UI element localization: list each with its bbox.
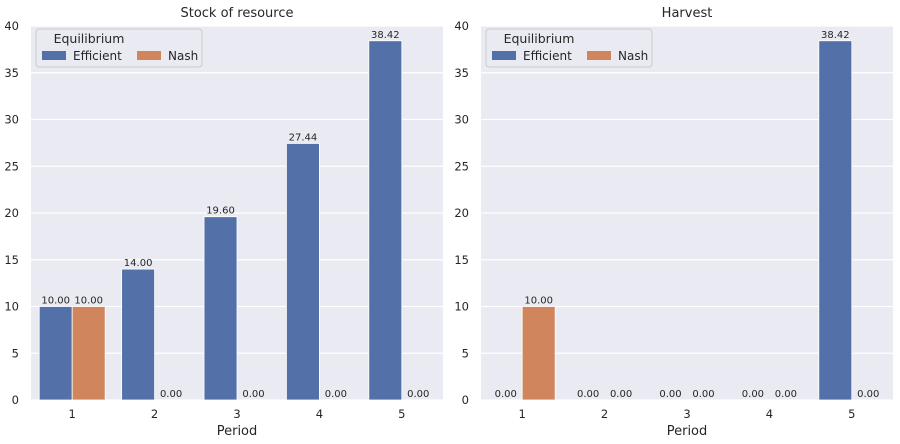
y-tick-label: 30 xyxy=(454,113,469,127)
x-tick-label: 3 xyxy=(233,407,240,421)
y-tick-label: 10 xyxy=(4,300,19,314)
bar-efficient xyxy=(38,306,73,401)
x-tick-label: 5 xyxy=(848,407,855,421)
bar-efficient xyxy=(121,268,155,401)
y-tick-label: 15 xyxy=(4,253,19,267)
legend: Equilibrium Efficient Nash xyxy=(485,28,653,68)
y-tick-label: 20 xyxy=(454,206,469,220)
y-tick-label: 0 xyxy=(12,393,19,407)
data-label: 0.00 xyxy=(577,389,599,400)
data-label: 0.00 xyxy=(495,389,517,400)
legend-swatch-efficient xyxy=(492,51,516,60)
bar-efficient xyxy=(286,143,320,401)
data-label: 0.00 xyxy=(610,389,632,400)
legend-title: Equilibrium xyxy=(54,31,125,46)
data-label: 0.00 xyxy=(857,389,879,400)
y-tick-label: 15 xyxy=(454,253,469,267)
y-tick-label: 20 xyxy=(4,206,19,220)
x-tick-label: 4 xyxy=(316,407,323,421)
y-tick-label: 5 xyxy=(462,346,469,360)
legend-entry-nash: Nash xyxy=(618,49,648,63)
y-tick-label: 5 xyxy=(12,346,19,360)
legend-swatch-efficient xyxy=(42,51,66,60)
data-label: 19.60 xyxy=(206,206,235,217)
legend-swatch-nash xyxy=(587,51,611,60)
chart-title: Stock of resource xyxy=(180,6,293,21)
data-label: 38.42 xyxy=(371,30,400,41)
x-axis-label: Period xyxy=(667,424,708,439)
y-tick-label: 40 xyxy=(4,19,19,33)
y-tick-label: 10 xyxy=(454,300,469,314)
data-label: 0.00 xyxy=(160,389,182,400)
data-label: 27.44 xyxy=(289,132,318,143)
y-tick-label: 25 xyxy=(454,159,469,173)
y-tick-label: 25 xyxy=(4,159,19,173)
y-tick-label: 35 xyxy=(4,66,19,80)
x-tick-label: 1 xyxy=(519,407,526,421)
data-label: 0.00 xyxy=(742,389,764,400)
data-label: 0.00 xyxy=(407,389,429,400)
y-tick-label: 35 xyxy=(454,66,469,80)
data-label: 0.00 xyxy=(775,389,797,400)
legend-entry-efficient: Efficient xyxy=(73,49,122,63)
y-tick-label: 40 xyxy=(454,19,469,33)
data-label: 10.00 xyxy=(74,296,103,307)
data-label: 0.00 xyxy=(325,389,347,400)
legend-title: Equilibrium xyxy=(504,31,575,46)
data-label: 10.00 xyxy=(41,296,70,307)
data-label: 0.00 xyxy=(659,389,681,400)
y-tick-label: 0 xyxy=(462,393,469,407)
x-axis-label: Period xyxy=(217,424,258,439)
x-tick-label: 1 xyxy=(69,407,76,421)
legend-entry-nash: Nash xyxy=(168,49,198,63)
bar-efficient xyxy=(203,216,238,401)
bar-nash xyxy=(521,306,556,401)
data-label: 38.42 xyxy=(821,30,850,41)
x-tick-label: 3 xyxy=(683,407,690,421)
x-tick-label: 5 xyxy=(398,407,405,421)
data-label: 10.00 xyxy=(524,296,553,307)
x-tick-label: 2 xyxy=(601,407,608,421)
legend: Equilibrium Efficient Nash xyxy=(35,28,203,68)
x-tick-label: 2 xyxy=(151,407,158,421)
data-label: 0.00 xyxy=(692,389,714,400)
bar-efficient xyxy=(818,40,853,401)
legend-entry-efficient: Efficient xyxy=(523,49,572,63)
legend-swatch-nash xyxy=(137,51,161,60)
data-label: 0.00 xyxy=(242,389,264,400)
x-tick-label: 4 xyxy=(766,407,773,421)
bar-efficient xyxy=(368,40,403,401)
y-tick-label: 30 xyxy=(4,113,19,127)
bar-nash xyxy=(71,306,106,401)
data-label: 14.00 xyxy=(124,258,153,269)
chart-title: Harvest xyxy=(662,6,713,21)
